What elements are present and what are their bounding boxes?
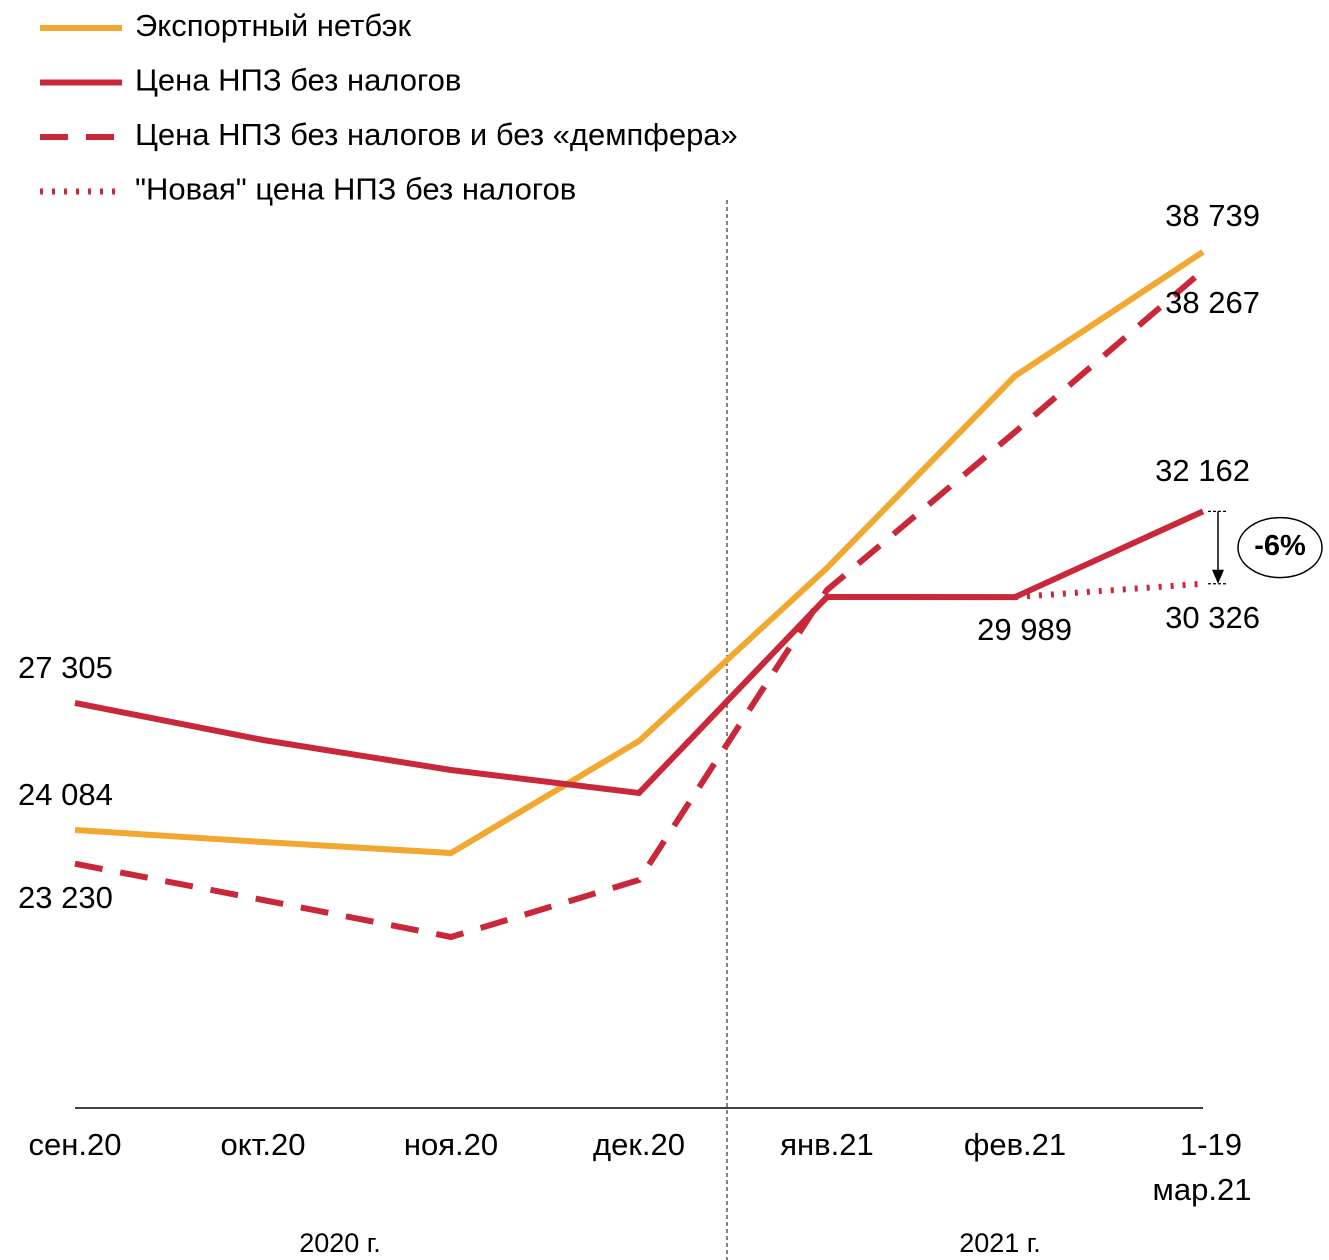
x-tick-label: дек.20 [593, 1127, 685, 1162]
series-line [74, 508, 1205, 797]
value-label: 27 305 [18, 650, 113, 685]
annotation-ellipse [1237, 516, 1323, 579]
legend-label: Цена НПЗ без налогов [135, 63, 461, 98]
series-line [74, 249, 1205, 857]
series-line [1014, 580, 1204, 601]
value-label: 32 162 [1155, 453, 1250, 488]
annotation: -6% [1254, 530, 1306, 562]
legend-label: "Новая" цена НПЗ без налогов [135, 172, 576, 207]
value-label: 30 326 [1165, 600, 1260, 635]
change-arrow-head [1212, 569, 1224, 584]
value-label: 38 267 [1165, 285, 1260, 320]
x-tick-label: янв.21 [780, 1127, 873, 1162]
legend-label: Цена НПЗ без налогов и без «демпфера» [135, 117, 738, 152]
x-tick-label: 1-19 мар.21 [1153, 1127, 1252, 1207]
x-tick-label: окт.20 [220, 1127, 305, 1162]
x-tick-label: сен.20 [29, 1127, 122, 1162]
value-label: 24 084 [18, 777, 113, 812]
value-label: 29 989 [977, 612, 1072, 647]
series-line [74, 268, 1205, 941]
x-tick-label: ноя.20 [404, 1127, 498, 1162]
x-tick-label: фев.21 [964, 1127, 1066, 1162]
value-label: 23 230 [18, 880, 113, 915]
value-label: 38 739 [1165, 198, 1260, 233]
legend-label: Экспортный нетбэк [135, 8, 412, 43]
group-label: 2020 г. [299, 1228, 381, 1258]
group-label: 2021 г. [959, 1228, 1041, 1258]
